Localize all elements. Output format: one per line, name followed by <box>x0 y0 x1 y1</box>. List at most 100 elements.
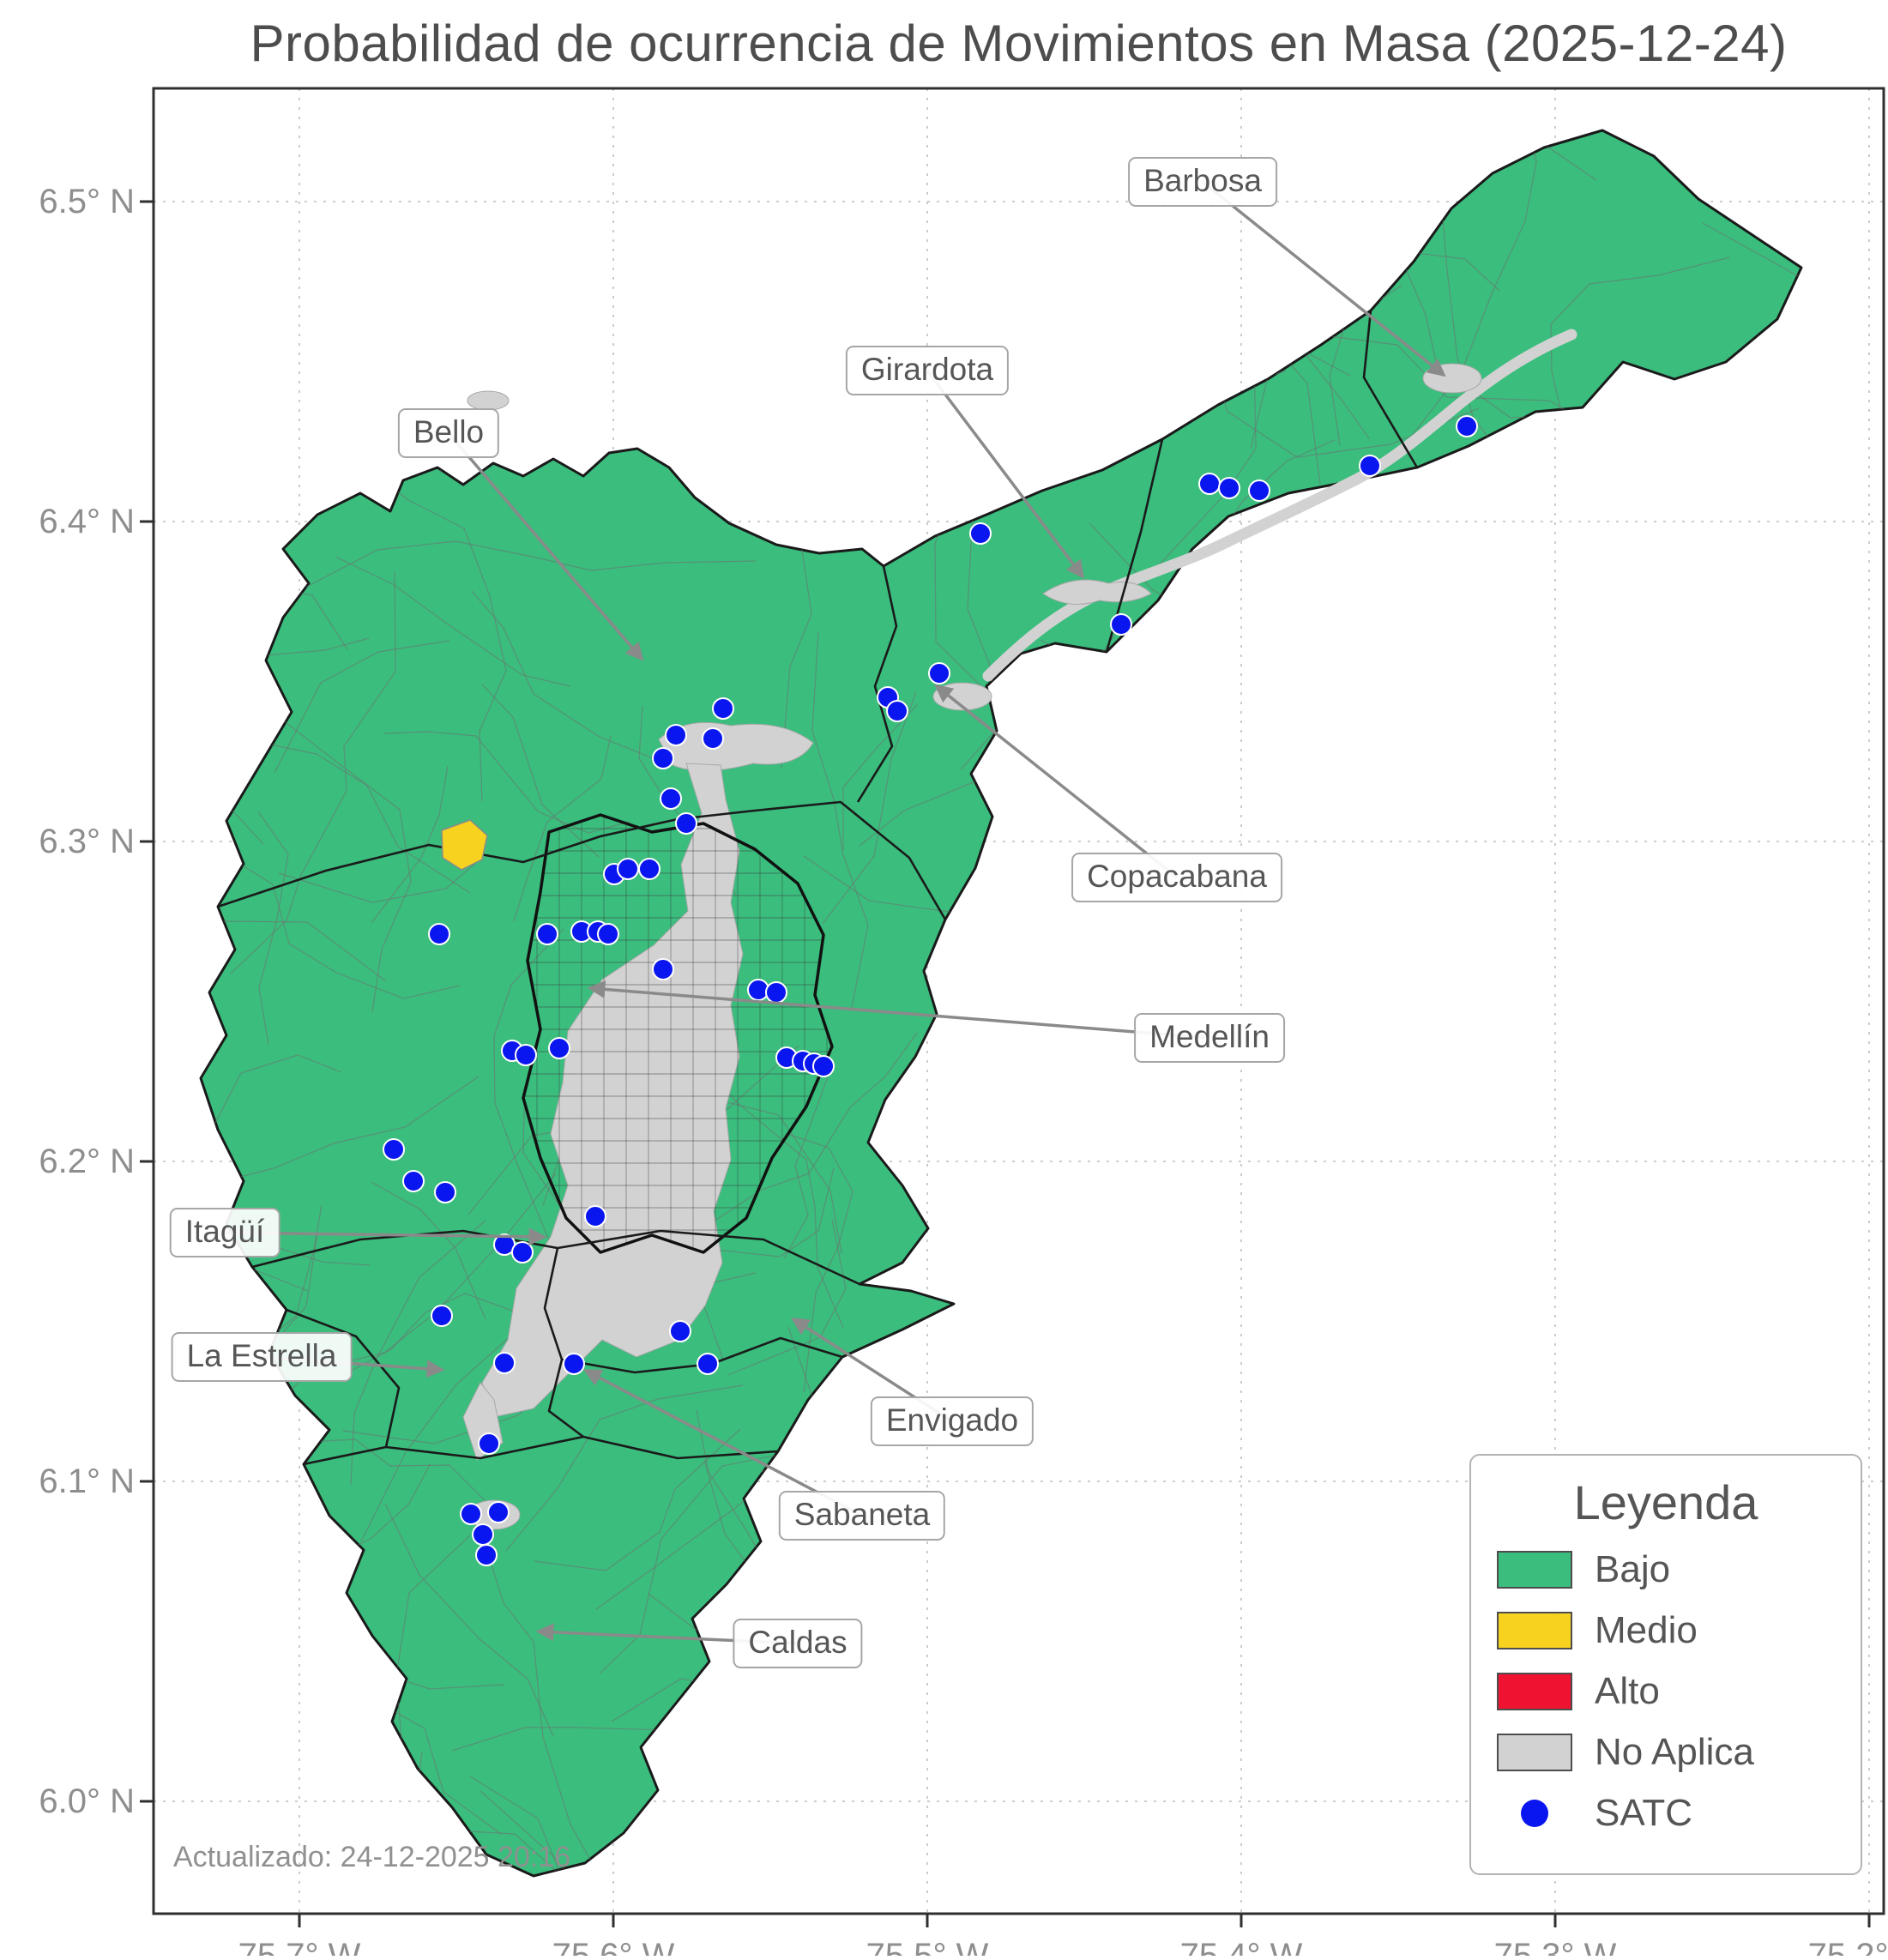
satc-dot <box>402 1170 425 1192</box>
satc-dot <box>1198 473 1221 495</box>
satc-dot <box>475 1544 498 1566</box>
satc-dot <box>652 958 674 980</box>
satc-dot <box>584 1205 606 1227</box>
vereda-line <box>201 920 387 982</box>
legend-item-medio: Medio <box>1497 1609 1835 1652</box>
y-tick-label: 6.0° N <box>39 1782 135 1820</box>
vereda-line <box>383 731 630 834</box>
satc-dot <box>493 1352 516 1374</box>
satc-dot <box>1218 477 1240 499</box>
legend-title: Leyenda <box>1573 1475 1758 1529</box>
satc-dot <box>563 1353 585 1375</box>
satc-dot <box>1456 415 1478 437</box>
legend-item-label: Alto <box>1595 1670 1660 1712</box>
annotation-arrow-bello <box>447 431 644 661</box>
satc-dot <box>487 1501 510 1523</box>
satc-dot <box>675 812 697 835</box>
satc-dot <box>548 1037 570 1059</box>
legend-item-bajo: Bajo <box>1497 1548 1835 1591</box>
vereda-line <box>822 691 917 925</box>
vereda-line <box>811 630 869 1012</box>
satc-dot <box>928 662 950 684</box>
y-tick-label: 6.5° N <box>39 183 135 220</box>
municipality-border <box>856 565 898 803</box>
satc-dot <box>669 1320 691 1342</box>
satc-dot <box>431 1305 453 1327</box>
vereda-line <box>371 765 449 924</box>
vereda-line <box>783 1071 830 1259</box>
legend-item-label: Bajo <box>1595 1548 1671 1590</box>
vereda-line <box>384 1503 554 1737</box>
x-tick-label: 75.7° W <box>238 1937 361 1956</box>
legend-item-label: No Aplica <box>1595 1731 1754 1773</box>
vereda-line <box>371 471 507 802</box>
y-tick-label: 6.2° N <box>39 1143 135 1180</box>
legend: Leyenda Bajo Medio Alto No Aplica SATC <box>1469 1454 1862 1875</box>
vereda-line <box>1550 256 1731 454</box>
satc-dot <box>536 923 558 945</box>
satc-dot <box>886 700 908 722</box>
vereda-line <box>513 735 612 922</box>
annotation-label-sabaneta: Sabaneta <box>778 1491 946 1541</box>
vereda-line <box>474 1511 601 1876</box>
x-tick-label: 75.3° W <box>1494 1937 1617 1956</box>
y-tick-label: 6.1° N <box>39 1462 135 1500</box>
vereda-line <box>265 743 471 894</box>
page-title: Probabilidad de ocurrencia de Movimiento… <box>250 15 1788 72</box>
satc-dot <box>660 787 682 810</box>
annotation-arrow-barbosa <box>1201 180 1446 377</box>
satc-dot <box>638 858 660 880</box>
vereda-line <box>534 1428 741 1571</box>
satc-dot <box>478 1432 500 1455</box>
satc-dot <box>617 858 639 880</box>
annotation-label-medellin: Medellín <box>1134 1013 1285 1063</box>
annotation-label-envigado: Envigado <box>870 1396 1034 1446</box>
vereda-line <box>278 716 412 1013</box>
annotation-label-copacabana: Copacabana <box>1071 853 1282 902</box>
urban-area-girardota <box>1042 579 1152 605</box>
vereda-line <box>787 1133 854 1393</box>
annotation-label-bello: Bello <box>397 408 500 458</box>
municipality-border <box>217 800 947 920</box>
vereda-line <box>230 570 396 974</box>
satc-dot <box>712 697 734 720</box>
municipality-border <box>1105 438 1164 653</box>
satc-dot <box>665 724 687 746</box>
annotation-label-girardota: Girardota <box>845 346 1010 395</box>
medio-risk-area <box>441 819 488 871</box>
urban-area-barbosa <box>1422 363 1482 394</box>
satc-dot <box>428 923 450 945</box>
annotation-arrow-copacabana <box>934 684 1179 879</box>
municipality-borders <box>217 310 1419 1466</box>
land-region-bajo <box>199 129 1803 1878</box>
satc-dot-icon <box>1521 1800 1548 1827</box>
satc-stations <box>383 415 1478 1566</box>
legend-color-swatch <box>1497 1734 1572 1771</box>
satc-dot <box>969 522 992 545</box>
satc-dot <box>812 1055 835 1077</box>
legend-item-label: SATC <box>1595 1792 1693 1834</box>
vereda-line <box>469 1776 580 1876</box>
annotation-label-barbosa: Barbosa <box>1128 157 1277 207</box>
vereda-line <box>229 1076 480 1180</box>
vereda-line <box>278 859 480 903</box>
y-tick-label: 6.4° N <box>39 503 135 540</box>
vereda-line <box>257 811 289 1046</box>
x-tick-label: 75.5° W <box>866 1937 989 1956</box>
vereda-line <box>274 640 450 774</box>
annotation-label-itagui: Itagüí <box>169 1208 280 1257</box>
annotation-arrow-girardota <box>926 369 1085 579</box>
legend-item-satc: SATC <box>1497 1792 1835 1835</box>
legend-color-swatch <box>1497 1612 1572 1649</box>
vereda-line <box>481 684 600 858</box>
x-tick-label: 75.6° W <box>552 1937 675 1956</box>
vereda-line <box>371 1181 486 1320</box>
satc-dot <box>765 981 787 1004</box>
medellin-urban-grid <box>523 815 832 1252</box>
x-tick-label: 75.2° W <box>1808 1937 1888 1956</box>
vereda-line <box>480 1790 625 1876</box>
vereda-line <box>727 1218 847 1376</box>
legend-item-no-aplica: No Aplica <box>1497 1731 1835 1774</box>
